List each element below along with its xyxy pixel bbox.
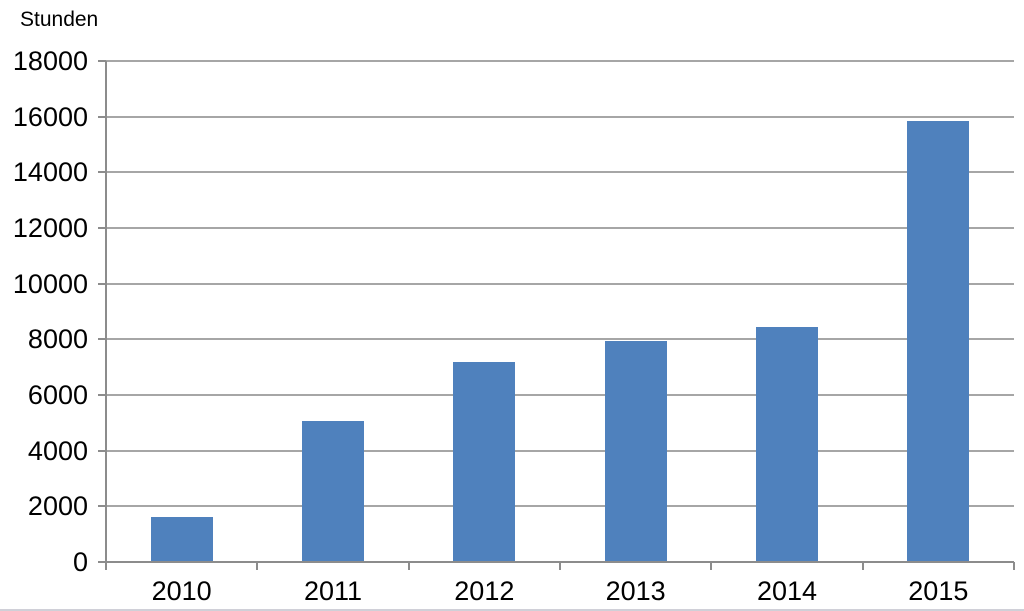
y-tick-label: 4000 xyxy=(27,435,88,466)
y-gridline xyxy=(106,449,1014,452)
x-tick-label: 2015 xyxy=(908,576,969,606)
y-gridline xyxy=(106,227,1014,229)
y-tick-label: 12000 xyxy=(12,213,88,243)
x-axis-tick xyxy=(256,562,259,570)
y-axis-title: Stunden xyxy=(20,8,99,31)
x-tick-label: 2012 xyxy=(454,576,515,606)
x-tick-label: 2011 xyxy=(303,576,363,606)
x-tick-label: 2014 xyxy=(756,576,818,606)
y-tick-label: 14000 xyxy=(12,157,88,188)
bar-2015 xyxy=(907,120,970,561)
y-tick-label: 2000 xyxy=(27,491,88,522)
bottom-edge-line xyxy=(0,609,1024,611)
y-axis-tick xyxy=(98,561,106,563)
y-gridline xyxy=(106,171,1014,174)
y-gridline xyxy=(106,282,1014,285)
y-gridline xyxy=(106,60,1014,62)
y-axis-tick xyxy=(98,60,106,62)
y-axis-tick xyxy=(98,338,106,341)
y-axis-tick xyxy=(98,449,106,452)
y-tick-label: 10000 xyxy=(12,268,88,299)
bar-2010 xyxy=(150,517,213,561)
y-gridline xyxy=(106,115,1014,118)
y-gridline xyxy=(106,338,1014,341)
y-axis-tick xyxy=(98,394,106,396)
y-gridline xyxy=(106,394,1014,396)
y-tick-label: 6000 xyxy=(27,380,88,410)
x-axis-tick xyxy=(559,562,561,570)
y-axis-tick xyxy=(98,282,106,285)
x-axis-tick xyxy=(407,562,410,570)
y-gridline xyxy=(106,505,1014,508)
y-axis-tick xyxy=(98,505,106,508)
x-axis-tick xyxy=(710,562,713,570)
x-axis-tick xyxy=(105,562,107,570)
bar-2013 xyxy=(604,340,667,561)
y-axis-tick xyxy=(98,171,106,174)
y-tick-label: 18000 xyxy=(12,46,88,76)
y-axis-tick xyxy=(98,115,106,118)
y-axis-tick xyxy=(98,227,106,229)
y-tick-label: 0 xyxy=(72,547,88,577)
y-tick-label: 8000 xyxy=(27,324,88,355)
bar-2014 xyxy=(756,326,818,561)
x-tick-label: 2013 xyxy=(605,576,666,606)
y-axis-line xyxy=(105,61,107,570)
x-axis-tick xyxy=(1013,562,1015,570)
bar-2012 xyxy=(453,361,516,561)
y-tick-label: 16000 xyxy=(12,101,88,132)
bar-2011 xyxy=(302,421,364,561)
x-axis-tick xyxy=(861,562,864,570)
x-tick-label: 2010 xyxy=(151,576,212,606)
